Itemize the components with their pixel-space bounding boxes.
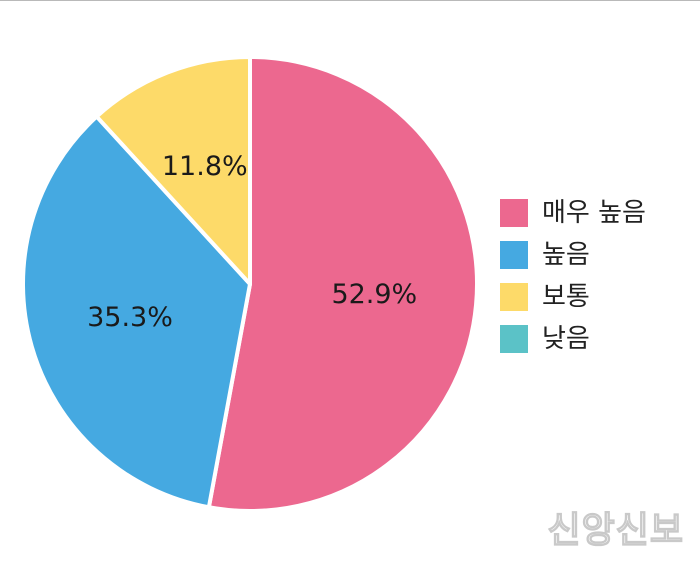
legend-item-medium: 보통: [500, 283, 646, 311]
pie-slice-very-high: [206, 55, 479, 513]
legend-label-very-high: 매우 높음: [542, 198, 646, 228]
legend-item-very-high: 매우 높음: [500, 199, 646, 227]
legend-label-high: 높음: [542, 240, 590, 270]
legend-swatch-low: [500, 325, 528, 353]
watermark-logo: 신앙신보: [547, 509, 684, 551]
chart-legend: 매우 높음 높음 보통 낮음: [500, 199, 646, 353]
top-divider: [0, 0, 700, 1]
legend-label-medium: 보통: [542, 282, 590, 312]
legend-swatch-very-high: [500, 199, 528, 227]
legend-item-low: 낮음: [500, 325, 646, 353]
legend-item-high: 높음: [500, 241, 646, 269]
slice-label-medium: 11.8%: [162, 151, 248, 182]
legend-swatch-medium: [500, 283, 528, 311]
legend-swatch-high: [500, 241, 528, 269]
slice-label-high: 35.3%: [87, 302, 173, 333]
legend-label-low: 낮음: [542, 324, 590, 354]
pie-slice-medium: [94, 55, 252, 286]
slice-label-very-high: 52.9%: [331, 279, 417, 310]
pie-slice-high: [21, 114, 252, 510]
